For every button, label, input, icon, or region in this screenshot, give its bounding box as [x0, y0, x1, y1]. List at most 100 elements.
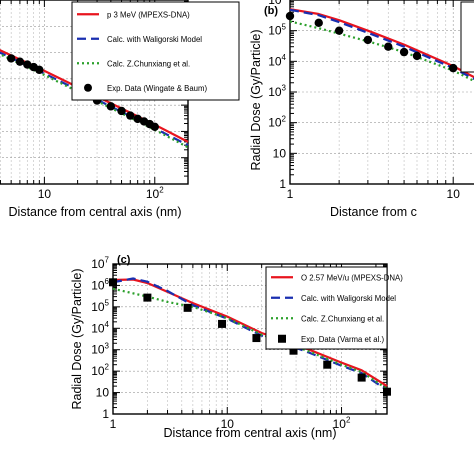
panel-3-panel-label: (c): [117, 254, 131, 266]
panel-1-legend-label: p 3 MeV (MPEXS-DNA): [107, 10, 190, 19]
panel-3-x-axis-label: Distance from central axis (nm): [164, 426, 337, 440]
panel-3-data-point: [383, 387, 391, 396]
panel-2-ytick-label: 103: [268, 84, 286, 99]
panel-3-legend-frame: [265, 266, 388, 350]
panel-3-data-point: [183, 303, 192, 312]
panel-1-xtick-label: 10: [38, 187, 52, 201]
panel-3-series-line: [112, 277, 388, 392]
panel-3-legend-swatch: [278, 334, 286, 343]
panel-2: 110110102103104105106Distance from cRadi…: [249, 0, 474, 219]
panel-1-data-point: [35, 65, 44, 75]
panel-2-xtick-label-mantissa: 10: [447, 187, 461, 201]
panel-3-xtick-label-mantissa: 10: [221, 417, 235, 431]
panel-3-ytick-label: 10: [96, 386, 110, 400]
panel-3-data-point: [252, 334, 261, 343]
panel-1-legend-swatch: [84, 83, 92, 92]
panel-2-ytick-label-mantissa: 10: [268, 116, 282, 130]
panel-3-ytick-label-mantissa: 10: [91, 343, 105, 357]
panel-3-y-axis-label: Radial Dose (Gy/Particle): [70, 268, 84, 409]
panel-1-legend-frame: [71, 1, 240, 101]
panel-3-xtick-label-exponent: 2: [346, 416, 351, 425]
panel-3-xtick-label: 10: [221, 417, 235, 431]
panel-1-legend: p 3 MeV (MPEXS-DNA) Calc. with Waligorski…: [71, 1, 240, 101]
panel-3-data-point: [143, 293, 152, 302]
panel-2-ytick-label-exponent: 3: [282, 84, 287, 93]
panel-3-data-point: [289, 346, 298, 355]
panel-3-xtick-label-mantissa: 1: [110, 417, 117, 431]
panel-3-ytick-label: 103: [91, 341, 109, 356]
panel-2-ytick-label-exponent: 4: [282, 53, 287, 62]
panel-2-y-axis-label: Radial Dose (Gy/Particle): [249, 29, 263, 170]
panel-1-xtick-label: 102: [146, 186, 164, 201]
panel-3-legend-label: Calc. Z.Chunxiang et al.: [301, 314, 384, 323]
panel-2-ytick-label-exponent: 6: [282, 0, 287, 1]
panel-2-data-point: [363, 35, 373, 45]
panel-2-ytick-label-exponent: 2: [282, 114, 287, 123]
panel-1-data-point: [6, 54, 16, 63]
panel-3-legend: O 2.57 MeV/u (MPEXS-DNA) Calc. with Walig…: [265, 266, 403, 350]
panel-2-ytick-label-mantissa: 10: [268, 24, 282, 38]
panel-2-panel-label: (b): [264, 5, 278, 17]
panel-3-ytick-label: 107: [91, 256, 109, 271]
panel-3-ytick-label: 105: [91, 298, 109, 313]
panel-1-legend-label: Calc. with Waligorski Model: [107, 35, 202, 44]
panel-2-data-point: [285, 11, 295, 21]
panel-2-series-line: [289, 8, 474, 81]
panel-3-ytick-label-mantissa: 10: [91, 300, 105, 314]
panel-1-xtick-label-mantissa: 10: [146, 187, 160, 201]
panel-2-xtick-label: 1: [287, 187, 294, 201]
panel-1-legend-label: Calc. Z.Chunxiang et al.: [107, 59, 190, 68]
panel-2-legend-edge: [460, 1, 474, 73]
panel-2-xtick-label: 10: [447, 187, 461, 201]
panel-2-data-point: [384, 42, 393, 51]
panel-1-xtick-label-mantissa: 10: [38, 187, 52, 201]
panel-1-legend-label: Exp. Data (Wingate & Baum): [107, 84, 208, 93]
panel-2-data-point: [449, 63, 458, 73]
panel-3-ytick-label-exponent: 5: [105, 298, 110, 307]
panel-3-ytick-label: 104: [91, 320, 109, 335]
panel-3-ytick-label-mantissa: 10: [91, 364, 105, 378]
panel-2-data-point: [399, 47, 409, 57]
panel-3-ytick-label-mantissa: 10: [91, 321, 105, 335]
panel-3-series-markers: [109, 278, 391, 396]
panel-3-ytick-label: 102: [91, 363, 109, 378]
panel-2-series-markers: [285, 11, 458, 73]
panel-3-xtick-label: 1: [110, 417, 117, 431]
panel-3-xtick-label: 102: [333, 416, 351, 431]
panel-3-series-line: [112, 278, 388, 388]
panel-1-x-axis-label: Distance from central axis (nm): [9, 205, 182, 219]
panel-3-ytick-label-mantissa: 1: [102, 407, 109, 421]
panel-3-data-point: [109, 278, 117, 287]
panel-3-ytick-label: 106: [91, 277, 109, 292]
panel-1-data-point: [15, 57, 25, 66]
panel-1-xtick-label-exponent: 2: [159, 186, 164, 195]
panel-1-data-point: [117, 106, 126, 116]
panel-2-ytick-label-exponent: 5: [282, 22, 287, 31]
panel-2-x-axis-label: Distance from c: [330, 205, 417, 219]
panel-1-data-point: [106, 102, 116, 111]
panel-2-ytick-label: 105: [268, 22, 286, 37]
panel-1-data-point: [133, 114, 142, 124]
panel-2-ytick-label-mantissa: 10: [268, 85, 282, 99]
panel-1-data-point: [150, 122, 159, 131]
panel-3-data-point: [218, 319, 227, 328]
panel-3-ytick-label-mantissa: 10: [96, 386, 110, 400]
panel-2-ytick-label: 1: [279, 177, 286, 191]
panel-2-series-line: [289, 8, 474, 79]
panel-1-data-point: [23, 60, 32, 69]
panel-3-ytick-label-exponent: 6: [105, 277, 110, 286]
panel-3-data-point: [323, 360, 332, 369]
panel-2-ytick-label-mantissa: 1: [279, 177, 286, 191]
panel-3-series-line: [112, 287, 388, 390]
panel-3-legend-label: Calc. with Waligorski Model: [301, 294, 396, 303]
panel-3-ytick-label-exponent: 3: [105, 341, 110, 350]
panel-2-ytick-label-mantissa: 10: [273, 146, 287, 160]
panel-1-data-point: [126, 111, 135, 120]
panel-3-data-point: [357, 373, 366, 382]
panel-2-data-point: [314, 18, 323, 28]
panel-3-ytick-label-exponent: 2: [105, 363, 110, 372]
panel-3-ytick-label-exponent: 7: [105, 256, 110, 265]
